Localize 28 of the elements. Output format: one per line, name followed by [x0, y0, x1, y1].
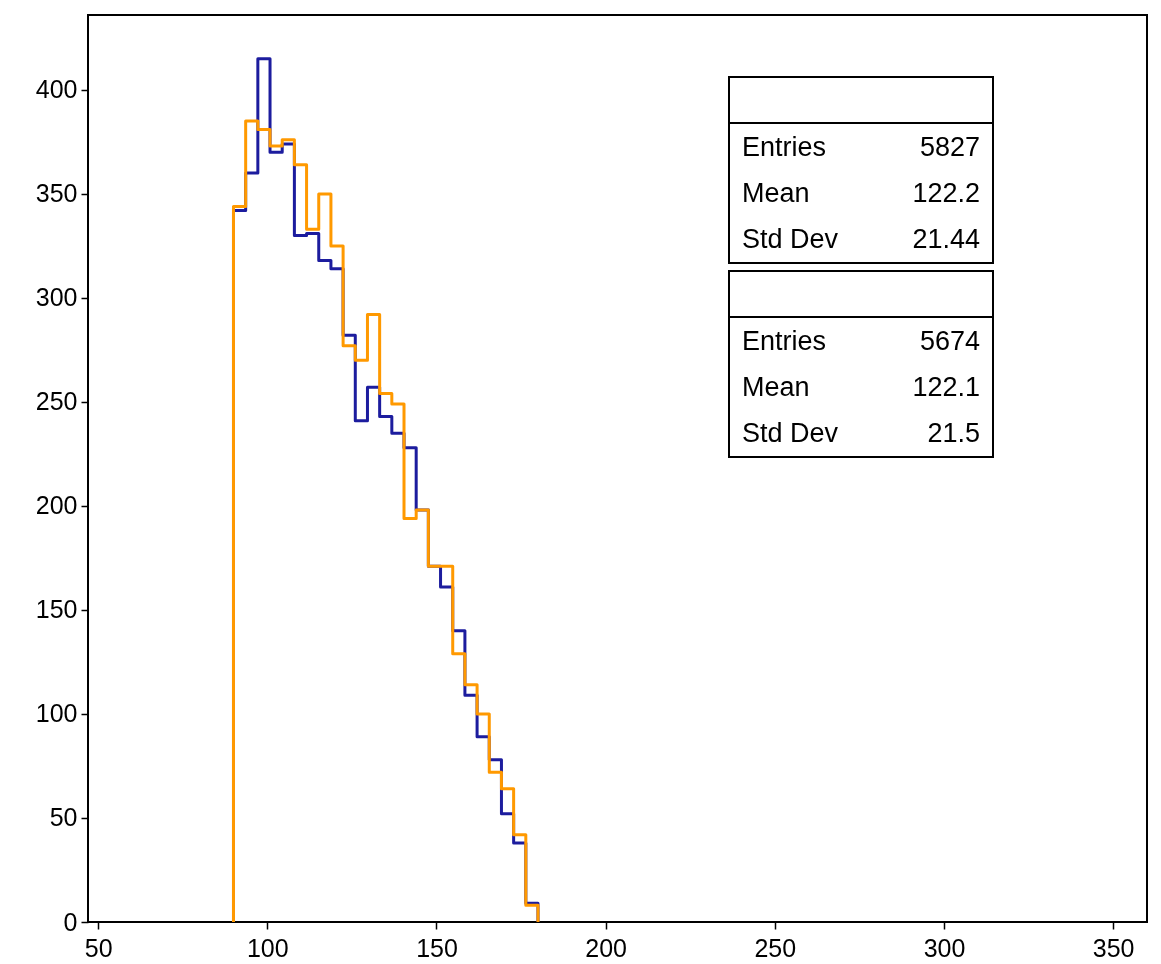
- annotation: Mean: [742, 177, 810, 209]
- y-tick-label: 350: [35, 179, 78, 208]
- annotation: Std Dev: [742, 223, 839, 255]
- annotation: Std Dev: [742, 417, 839, 449]
- x-tick-label: 300: [923, 933, 966, 962]
- annotation: 122.1: [912, 371, 980, 403]
- y-tick-label: 50: [49, 803, 78, 832]
- annotation: Entries: [742, 325, 827, 357]
- annotation: Entries: [742, 131, 827, 163]
- y-tick-label: 300: [35, 283, 78, 312]
- annotation: 21.44: [912, 223, 980, 255]
- y-tick-label: 400: [35, 75, 78, 104]
- y-tick-label: 100: [35, 699, 78, 728]
- x-tick-label: 350: [1092, 933, 1135, 962]
- x-tick-label: 50: [84, 933, 113, 962]
- x-tick-label: 200: [585, 933, 628, 962]
- y-tick-label: 250: [35, 387, 78, 416]
- y-tick-label: 200: [35, 491, 78, 520]
- x-tick-label: 100: [246, 933, 289, 962]
- annotation: 5827: [919, 131, 980, 163]
- y-tick-label: 0: [63, 907, 78, 936]
- annotation: 5674: [919, 325, 980, 357]
- annotation: 21.5: [927, 417, 980, 449]
- x-tick-label: 150: [416, 933, 458, 962]
- annotation: 122.2: [912, 177, 980, 209]
- x-tick-label: 250: [754, 933, 797, 962]
- annotation: Mean: [742, 371, 810, 403]
- y-tick-label: 150: [35, 595, 78, 624]
